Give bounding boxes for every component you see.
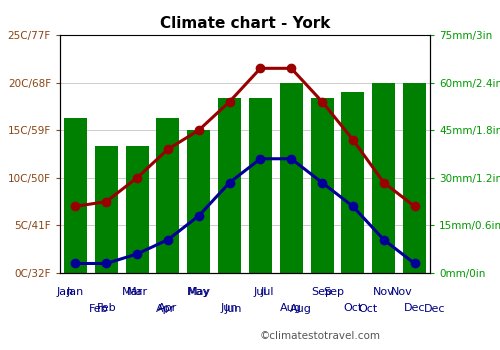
Text: Jan: Jan — [56, 287, 74, 297]
Text: Mar: Mar — [126, 287, 148, 297]
Text: Jun: Jun — [221, 303, 238, 313]
Bar — [372, 83, 396, 273]
Bar — [64, 118, 87, 273]
Bar — [156, 118, 180, 273]
Text: Feb: Feb — [89, 304, 108, 315]
Bar — [310, 98, 334, 273]
Text: Dec: Dec — [424, 304, 446, 315]
Bar — [342, 92, 364, 273]
Bar — [187, 130, 210, 273]
Title: Climate chart - York: Climate chart - York — [160, 16, 330, 31]
Text: Aug: Aug — [280, 303, 302, 313]
Text: Sep: Sep — [312, 287, 332, 297]
Bar — [218, 98, 241, 273]
Bar — [126, 146, 148, 273]
Bar — [280, 83, 303, 273]
Text: Apr: Apr — [158, 303, 178, 313]
Text: Feb: Feb — [96, 303, 116, 313]
Text: Nov: Nov — [390, 287, 412, 297]
Text: Nov: Nov — [373, 287, 394, 297]
Text: Dec: Dec — [404, 303, 425, 313]
Text: Oct: Oct — [344, 303, 362, 313]
Text: Aug: Aug — [290, 304, 312, 315]
Bar — [249, 98, 272, 273]
Text: ©climatestotravel.com: ©climatestotravel.com — [260, 331, 381, 341]
Text: Oct: Oct — [358, 304, 378, 315]
Bar — [94, 146, 118, 273]
Text: May: May — [188, 287, 211, 297]
Text: Jul: Jul — [260, 287, 274, 297]
Text: Sep: Sep — [324, 287, 344, 297]
Text: Jul: Jul — [254, 287, 267, 297]
Text: Apr: Apr — [156, 304, 176, 315]
Text: Mar: Mar — [122, 287, 143, 297]
Bar — [403, 83, 426, 273]
Text: May: May — [187, 287, 210, 297]
Text: Jun: Jun — [224, 304, 242, 315]
Text: Jan: Jan — [67, 287, 84, 297]
